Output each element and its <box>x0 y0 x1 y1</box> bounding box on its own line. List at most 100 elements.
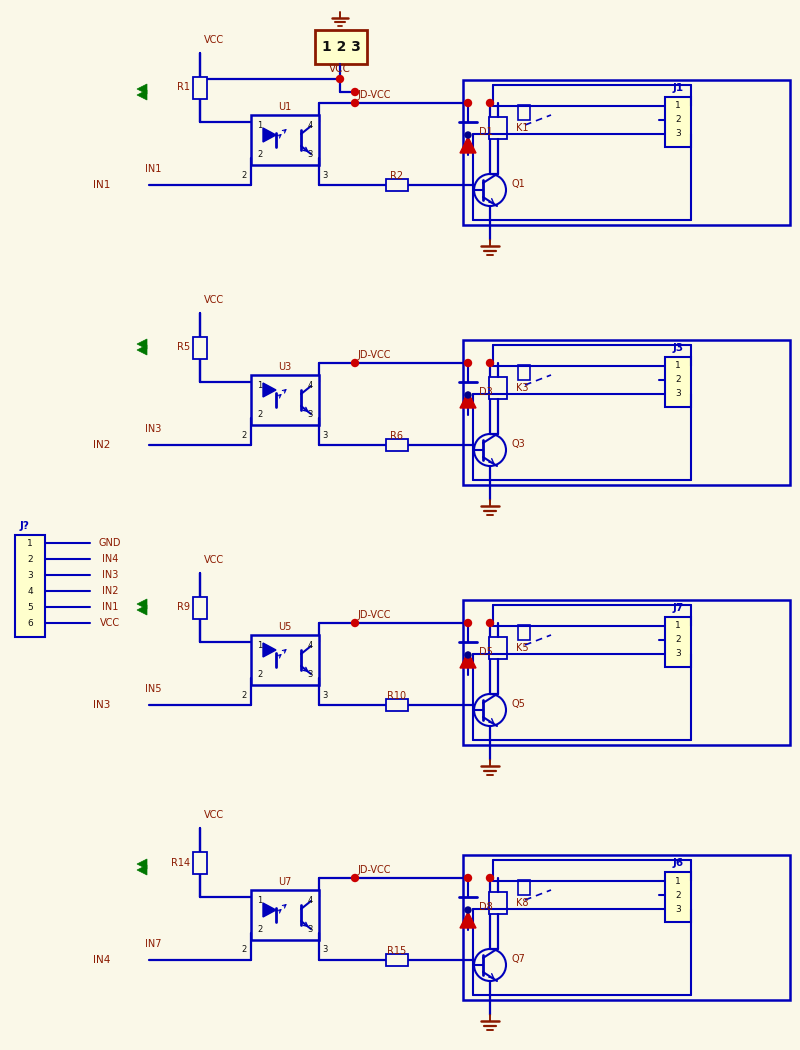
Bar <box>518 105 530 120</box>
Circle shape <box>486 359 494 366</box>
Text: IN4: IN4 <box>93 956 110 965</box>
Text: JD-VCC: JD-VCC <box>357 350 390 360</box>
Polygon shape <box>137 598 147 609</box>
Bar <box>518 625 530 640</box>
Bar <box>251 890 319 940</box>
Bar <box>665 872 691 922</box>
Text: 3: 3 <box>322 945 327 954</box>
Text: 2: 2 <box>675 890 681 900</box>
Text: K5: K5 <box>516 643 529 653</box>
Bar <box>665 97 691 147</box>
Bar <box>251 635 319 685</box>
Bar <box>193 596 207 618</box>
Polygon shape <box>460 652 476 668</box>
Text: 2: 2 <box>27 554 33 564</box>
Bar <box>665 617 691 667</box>
Text: 3: 3 <box>675 904 681 914</box>
Text: R5: R5 <box>177 342 190 353</box>
Bar <box>315 30 367 64</box>
Text: 4: 4 <box>27 587 33 595</box>
Circle shape <box>351 620 358 627</box>
Text: IN2: IN2 <box>93 440 110 450</box>
Text: D3: D3 <box>479 387 493 397</box>
Circle shape <box>465 620 471 627</box>
Polygon shape <box>263 128 276 142</box>
Text: 2: 2 <box>257 925 262 934</box>
Text: VCC: VCC <box>204 810 224 820</box>
Bar <box>518 880 530 895</box>
Text: 2: 2 <box>257 410 262 419</box>
Text: VCC: VCC <box>329 64 351 74</box>
Polygon shape <box>263 383 276 397</box>
Text: 2: 2 <box>242 945 247 954</box>
Polygon shape <box>137 345 147 355</box>
Circle shape <box>465 132 471 138</box>
Bar <box>665 357 691 407</box>
Bar <box>386 954 407 966</box>
Text: IN1: IN1 <box>145 164 162 174</box>
Bar <box>193 77 207 99</box>
Text: IN3: IN3 <box>102 570 118 580</box>
Text: 2: 2 <box>257 150 262 159</box>
Bar <box>193 336 207 358</box>
Bar <box>463 855 790 1000</box>
Bar <box>489 117 507 139</box>
Polygon shape <box>137 859 147 869</box>
Text: JD-VCC: JD-VCC <box>357 865 390 875</box>
Text: 1: 1 <box>675 102 681 110</box>
Text: VCC: VCC <box>100 618 120 628</box>
Bar <box>463 600 790 746</box>
Bar <box>463 340 790 485</box>
Text: R9: R9 <box>177 603 190 612</box>
Bar <box>251 375 319 425</box>
Text: 3: 3 <box>675 390 681 399</box>
Text: 2: 2 <box>257 670 262 679</box>
Text: U5: U5 <box>278 622 292 632</box>
Text: 1: 1 <box>675 361 681 371</box>
Text: VCC: VCC <box>204 555 224 565</box>
Text: 3: 3 <box>308 150 313 159</box>
Polygon shape <box>137 84 147 94</box>
Text: 2: 2 <box>675 376 681 384</box>
Text: R1: R1 <box>177 83 190 92</box>
Text: Q7: Q7 <box>512 954 526 964</box>
Text: 1: 1 <box>27 539 33 547</box>
Text: 1: 1 <box>257 640 262 650</box>
Text: 3: 3 <box>308 670 313 679</box>
Text: R6: R6 <box>390 430 403 441</box>
Text: J6: J6 <box>673 858 683 868</box>
Text: K8: K8 <box>516 898 529 908</box>
Bar <box>518 365 530 380</box>
Text: IN4: IN4 <box>102 554 118 564</box>
Text: U7: U7 <box>278 877 292 887</box>
Text: 2: 2 <box>675 635 681 645</box>
Text: R10: R10 <box>387 691 406 701</box>
Text: IN2: IN2 <box>102 586 118 596</box>
Circle shape <box>486 620 494 627</box>
Text: 4: 4 <box>308 381 313 390</box>
Text: J?: J? <box>20 521 30 531</box>
Text: 3: 3 <box>322 691 327 699</box>
Text: 2: 2 <box>242 691 247 699</box>
Text: 3: 3 <box>675 650 681 658</box>
Text: R14: R14 <box>171 858 190 867</box>
Text: 4: 4 <box>308 896 313 905</box>
Text: D8: D8 <box>479 902 493 912</box>
Text: 1: 1 <box>675 622 681 630</box>
Text: GND: GND <box>98 538 122 548</box>
Circle shape <box>465 359 471 366</box>
Text: U1: U1 <box>278 102 292 112</box>
Text: 3: 3 <box>675 129 681 139</box>
Text: 5: 5 <box>27 603 33 611</box>
Polygon shape <box>460 136 476 153</box>
Circle shape <box>486 875 494 882</box>
Circle shape <box>486 100 494 106</box>
Bar <box>386 178 407 191</box>
Text: 1: 1 <box>257 121 262 130</box>
Text: 1: 1 <box>675 877 681 885</box>
Circle shape <box>465 652 471 658</box>
Polygon shape <box>137 865 147 875</box>
Text: 2: 2 <box>242 170 247 180</box>
Bar <box>386 439 407 452</box>
Bar <box>386 699 407 711</box>
